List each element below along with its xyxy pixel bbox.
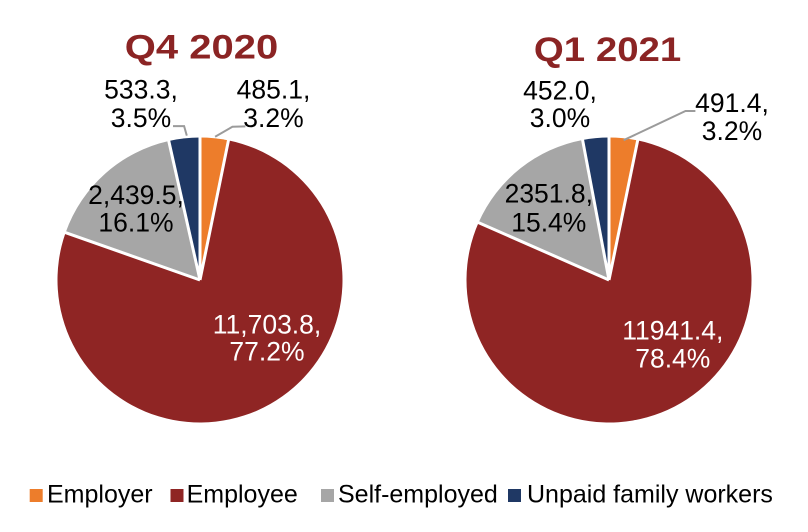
svg-text:491.4,: 491.4, (695, 88, 769, 118)
svg-text:78.4%: 78.4% (635, 343, 710, 373)
svg-text:Q1 2021: Q1 2021 (534, 30, 681, 68)
svg-text:Self-employed: Self-employed (338, 481, 498, 509)
svg-text:77.2%: 77.2% (229, 336, 304, 366)
svg-text:3.5%: 3.5% (111, 103, 171, 133)
svg-text:533.3,: 533.3, (104, 75, 178, 105)
svg-text:3.2%: 3.2% (702, 116, 762, 146)
svg-text:Employer: Employer (47, 481, 153, 509)
svg-text:2,439.5,: 2,439.5, (88, 180, 184, 210)
svg-text:Q4 2020: Q4 2020 (125, 27, 278, 65)
svg-text:Employee: Employee (187, 481, 298, 509)
svg-text:Unpaid family workers: Unpaid family workers (527, 481, 773, 509)
svg-text:452.0,: 452.0, (523, 76, 597, 106)
svg-text:485.1,: 485.1, (237, 75, 311, 105)
svg-text:15.4%: 15.4% (511, 207, 586, 237)
svg-text:11,703.8,: 11,703.8, (213, 310, 322, 340)
svg-text:3.0%: 3.0% (530, 103, 590, 133)
svg-text:2351.8,: 2351.8, (505, 179, 593, 209)
svg-text:11941.4,: 11941.4, (622, 316, 723, 346)
svg-text:16.1%: 16.1% (98, 207, 173, 237)
svg-text:3.2%: 3.2% (243, 103, 303, 133)
